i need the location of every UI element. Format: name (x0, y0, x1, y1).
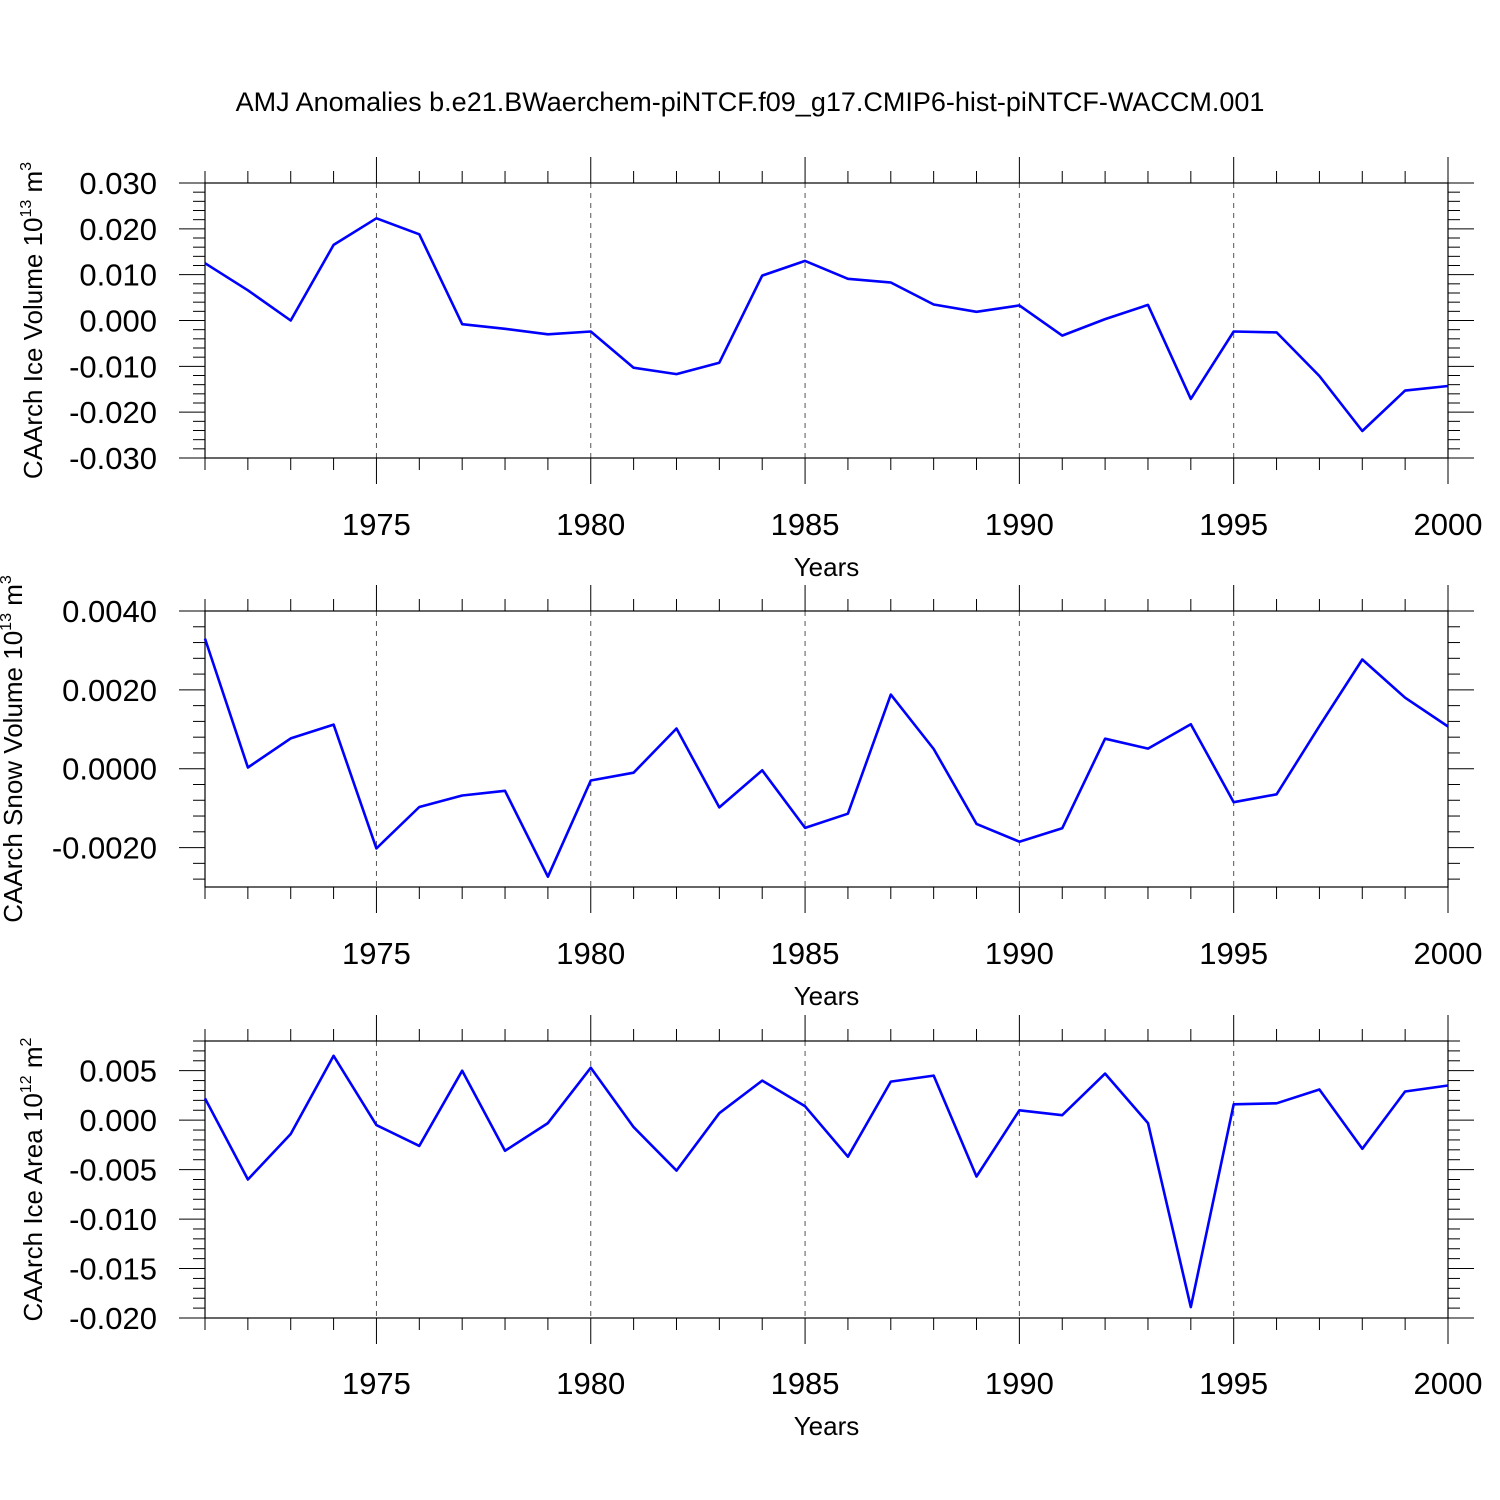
x-tick-label: 1975 (342, 1366, 411, 1401)
y-axis-label: CAArch Ice Area 1012 m2 (18, 1037, 48, 1321)
x-axis-label: Years (794, 552, 860, 582)
y-tick-label: 0.005 (79, 1054, 157, 1089)
y-axis-label-superscript: 2 (18, 1037, 35, 1046)
y-axis-label-part: m (0, 584, 28, 613)
x-tick-label: 1975 (342, 936, 411, 971)
y-axis-label: CAArch Ice Volume 1013 m3 (18, 162, 48, 479)
y-axis-label-part: m (18, 171, 48, 200)
y-tick-label: 0.020 (79, 212, 157, 247)
y-axis-label-part: m (18, 1046, 48, 1075)
panel-2: -0.0020 0.0000 0.0020 0.0040 1975 1980 1985 199… (0, 575, 1482, 1011)
x-axis-label: Years (794, 1411, 860, 1441)
x-tick-label: 1995 (1199, 507, 1268, 542)
y-axis-label: CAArch Snow Volume 1013 m3 (0, 575, 28, 923)
x-tick-label: 1980 (556, 936, 625, 971)
x-tick-label: 1995 (1199, 936, 1268, 971)
x-tick-label: 1985 (771, 507, 840, 542)
x-tick-label: 1990 (985, 507, 1054, 542)
y-tick-label: 0.0000 (62, 752, 157, 787)
y-tick-label: 0.000 (79, 1103, 157, 1138)
panel-3: -0.020 -0.015 -0.010 -0.005 0.000 0.005 1975 19… (18, 1015, 1482, 1441)
y-axis-label-part: CAArch Ice Area 10 (18, 1093, 48, 1321)
data-line (204, 217, 1449, 433)
y-tick-label: -0.015 (69, 1252, 157, 1287)
x-tick-label: 2000 (1414, 936, 1483, 971)
y-tick-label: 0.030 (79, 166, 157, 201)
plot-frame (204, 610, 1449, 888)
x-tick-label: 1990 (985, 1366, 1054, 1401)
x-axis-label: Years (794, 981, 860, 1011)
y-tick-label: -0.020 (69, 395, 157, 430)
x-tick-label: 1980 (556, 507, 625, 542)
data-line (203, 638, 1449, 879)
y-tick-label: -0.0020 (52, 831, 157, 866)
y-tick-label: 0.0020 (62, 673, 157, 708)
y-axis-label-superscript: 12 (18, 1075, 35, 1093)
x-tick-label: 2000 (1414, 507, 1483, 542)
x-tick-label: 1990 (985, 936, 1054, 971)
chart-title: AMJ Anomalies b.e21.BWaerchem-piNTCF.f09… (236, 87, 1265, 117)
y-tick-label: -0.010 (69, 349, 157, 384)
y-axis-label-part: CAArch Ice Volume 10 (18, 218, 48, 480)
x-tick-label: 1995 (1199, 1366, 1268, 1401)
y-axis-label-part: CAArch Snow Volume 10 (0, 631, 28, 923)
y-tick-label: 0.000 (79, 304, 157, 339)
y-axis-label-superscript: 13 (18, 200, 35, 218)
y-axis-label-superscript: 3 (18, 162, 35, 171)
y-axis-label-superscript: 3 (0, 575, 15, 584)
y-tick-label: 0.010 (79, 258, 157, 293)
y-tick-label: -0.010 (69, 1202, 157, 1237)
x-tick-label: 1985 (771, 1366, 840, 1401)
x-tick-label: 1975 (342, 507, 411, 542)
x-tick-label: 1985 (771, 936, 840, 971)
y-tick-label: -0.005 (69, 1153, 157, 1188)
data-line (203, 1054, 1449, 1309)
y-axis-label-superscript: 13 (0, 613, 15, 631)
x-tick-label: 2000 (1414, 1366, 1483, 1401)
x-tick-label: 1980 (556, 1366, 625, 1401)
panel-1: -0.030 -0.020 -0.010 0.000 0.010 0.020 0.030 19… (18, 157, 1482, 582)
y-tick-label: 0.0040 (62, 594, 157, 629)
y-tick-label: -0.030 (69, 441, 157, 476)
plot-frame (204, 1040, 1449, 1319)
y-tick-label: -0.020 (69, 1301, 157, 1336)
